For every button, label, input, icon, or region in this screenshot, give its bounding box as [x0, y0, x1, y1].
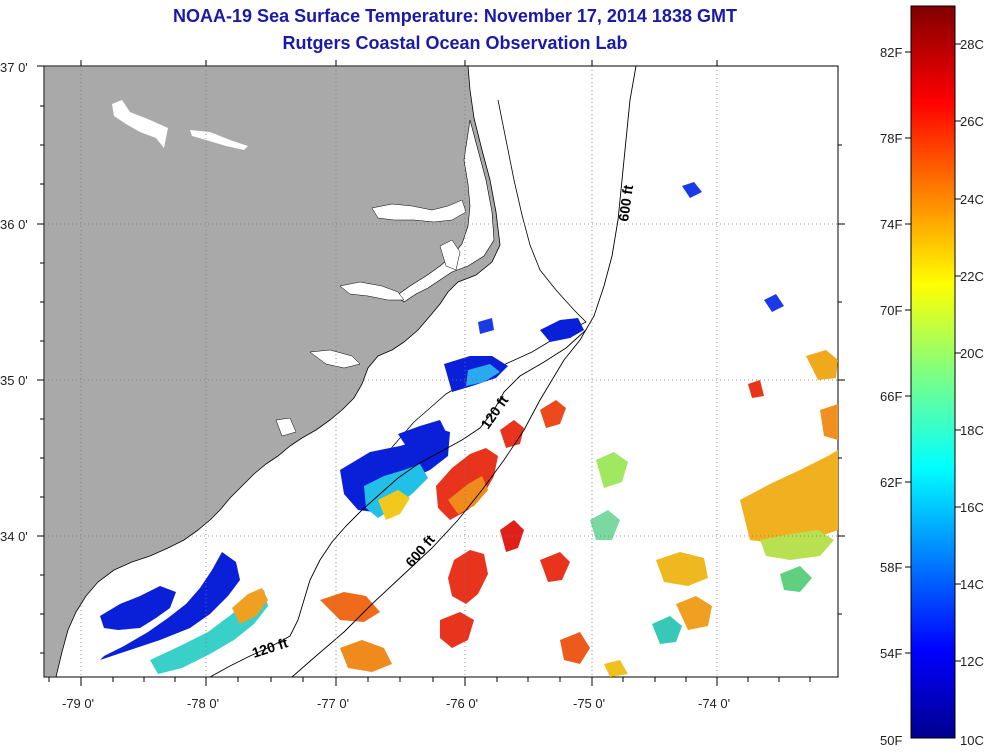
- colorbar-fahrenheit-labels: 82F 78F 74F 70F 66F 62F 58F 54F 50F: [880, 45, 902, 748]
- lon-label: -79 0': [62, 696, 94, 711]
- lon-label: -75 0': [573, 696, 605, 711]
- cbar-c-label: 20C: [960, 346, 984, 361]
- contour-600ft: [291, 66, 637, 677]
- cbar-c-label: 22C: [960, 269, 984, 284]
- cbar-c-label: 28C: [960, 37, 984, 52]
- cbar-f-label: 50F: [880, 733, 902, 748]
- cbar-f-label: 58F: [880, 560, 902, 575]
- cbar-c-label: 26C: [960, 114, 984, 129]
- pamlico-river: [339, 281, 405, 301]
- lat-label: 34 0': [0, 529, 28, 544]
- lon-label: -78 0': [187, 696, 219, 711]
- cbar-c-label: 10C: [960, 733, 984, 748]
- colorbar: [910, 5, 956, 739]
- longitude-labels: -79 0' -78 0' -77 0' -76 0' -75 0' -74 0…: [62, 696, 730, 711]
- contour-120ft: [209, 329, 587, 677]
- chart-subtitle: Rutgers Coastal Ocean Observation Lab: [282, 33, 628, 53]
- cbar-c-label: 24C: [960, 192, 984, 207]
- chart-title: NOAA-19 Sea Surface Temperature: Novembe…: [173, 6, 737, 26]
- lon-label: -76 0': [446, 696, 478, 711]
- cbar-c-label: 18C: [960, 423, 984, 438]
- lon-label: -74 0': [698, 696, 730, 711]
- cbar-c-label: 16C: [960, 500, 984, 515]
- cbar-f-label: 62F: [880, 475, 902, 490]
- lat-label: 37 0': [0, 60, 28, 75]
- lon-label: -77 0': [317, 696, 349, 711]
- cbar-f-label: 78F: [880, 131, 902, 146]
- cbar-c-label: 12C: [960, 654, 984, 669]
- contour-600ft-label-north: 600 ft: [615, 184, 636, 223]
- albemarle-sound: [371, 199, 467, 223]
- pamlico-sound: [395, 119, 495, 303]
- lat-label: 36 0': [0, 217, 28, 232]
- sst-data: [100, 182, 838, 677]
- cbar-f-label: 66F: [880, 389, 902, 404]
- cbar-f-label: 70F: [880, 303, 902, 318]
- cbar-f-label: 54F: [880, 646, 902, 661]
- cbar-f-label: 74F: [880, 217, 902, 232]
- cbar-f-label: 82F: [880, 45, 902, 60]
- graticule: [44, 66, 838, 677]
- latitude-labels: 37 0' 36 0' 35 0' 34 0': [0, 60, 28, 544]
- colorbar-celsius-labels: 28C 26C 24C 22C 20C 18C 16C 14C 12C 10C: [960, 37, 984, 748]
- inland-lake: [112, 100, 168, 148]
- cbar-c-label: 14C: [960, 577, 984, 592]
- lat-label: 35 0': [0, 373, 28, 388]
